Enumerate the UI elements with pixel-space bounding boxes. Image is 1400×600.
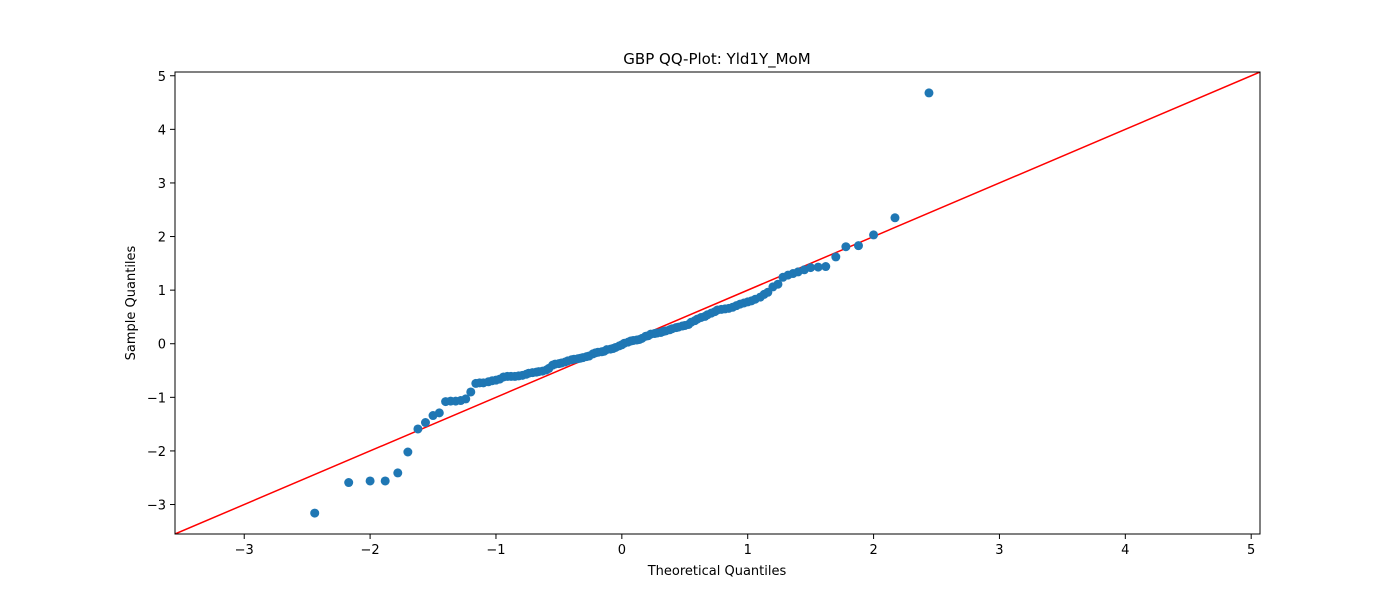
y-tick-label: 2 [158,231,166,246]
data-point-114 [821,262,830,271]
x-tick-label: 1 [744,543,752,558]
x-tick-label: 2 [869,543,877,558]
data-point-15 [466,387,475,396]
y-tick-label: 3 [158,177,166,192]
x-tick-label: −1 [486,543,505,558]
data-point-5 [403,447,412,456]
data-point-120 [924,88,933,97]
x-tick-label: −2 [361,543,380,558]
data-point-4 [393,468,402,477]
x-tick-label: 3 [995,543,1003,558]
data-point-3 [381,476,390,485]
y-tick-label: −1 [147,391,166,406]
data-point-6 [413,424,422,433]
data-point-9 [435,408,444,417]
data-point-116 [841,242,850,251]
x-tick-label: 5 [1247,543,1255,558]
data-point-0 [310,509,319,518]
data-point-118 [869,230,878,239]
y-axis-label: Sample Quantiles [124,245,139,360]
x-tick-label: 0 [618,543,626,558]
y-tick-label: −3 [147,499,166,514]
y-tick-label: 1 [158,284,166,299]
x-tick-label: 4 [1121,543,1129,558]
y-tick-label: −2 [147,445,166,460]
data-point-119 [890,213,899,222]
x-axis-label: Theoretical Quantiles [647,564,787,579]
data-point-117 [854,241,863,250]
data-point-1 [344,478,353,487]
data-point-7 [421,418,430,427]
data-point-115 [831,252,840,261]
chart-title: GBP QQ-Plot: Yld1Y_MoM [623,50,810,69]
data-point-2 [366,476,375,485]
y-tick-label: 0 [158,338,166,353]
x-tick-label: −3 [235,543,254,558]
y-tick-label: 5 [158,70,166,85]
y-tick-label: 4 [158,123,166,138]
